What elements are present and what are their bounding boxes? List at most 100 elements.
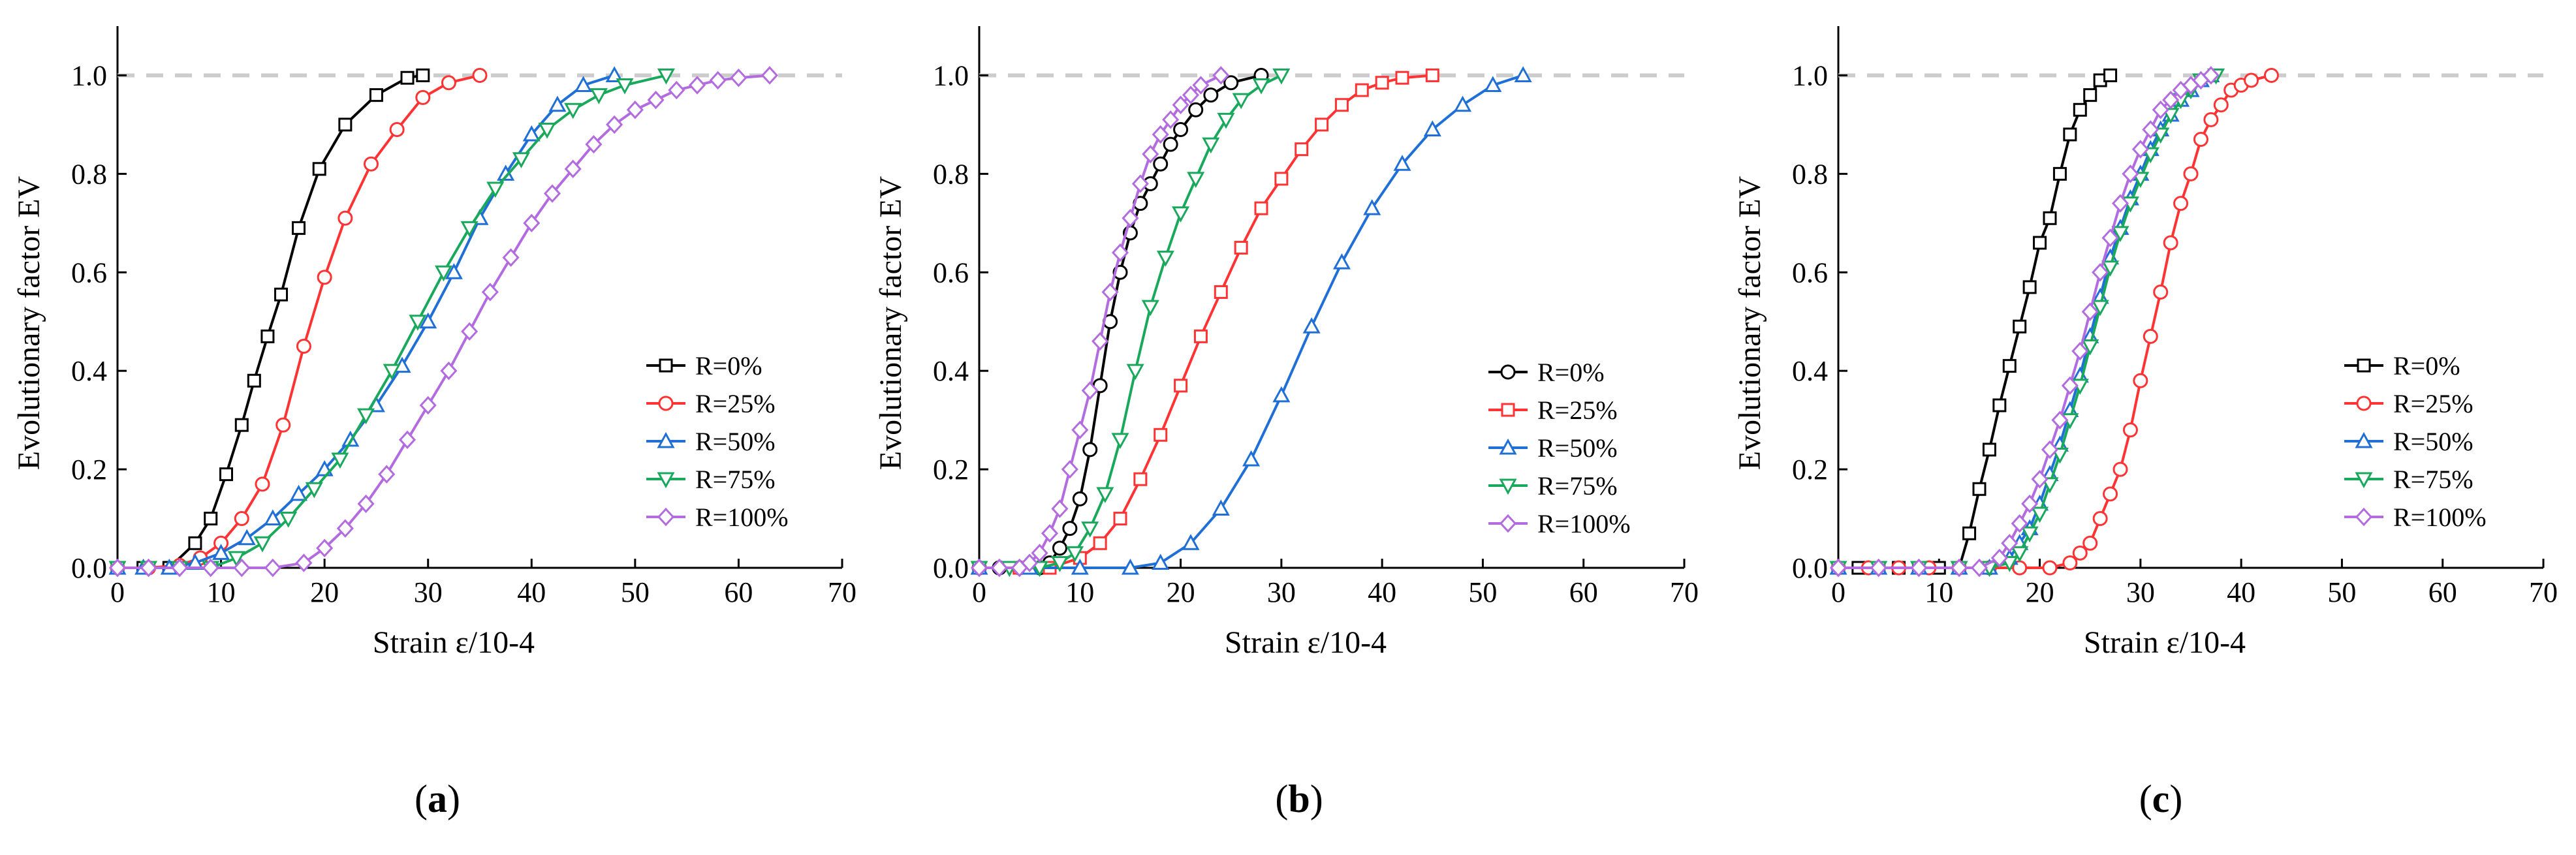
- data-point: [2011, 514, 2028, 533]
- legend-marker: [2357, 358, 2371, 373]
- data-point: [1870, 558, 1887, 578]
- data-point: [1393, 155, 1411, 171]
- data-point: [1302, 317, 1321, 334]
- data-point: [2131, 140, 2149, 159]
- data-point: [434, 265, 453, 282]
- data-point: [616, 78, 634, 95]
- data-point: [253, 536, 272, 553]
- data-point: [1232, 93, 1250, 110]
- x-tick-label: 20: [310, 576, 339, 608]
- legend-marker: [2356, 396, 2372, 411]
- data-point: [440, 361, 458, 381]
- data-point: [1152, 125, 1169, 144]
- data-point: [1141, 300, 1159, 317]
- data-point: [1295, 142, 1309, 157]
- data-point: [202, 558, 219, 578]
- x-tick-label: 10: [1065, 576, 1094, 608]
- data-point: [204, 512, 218, 526]
- data-point: [730, 69, 747, 87]
- panel-label-c: (c): [2139, 777, 2183, 820]
- data-point: [1234, 241, 1248, 255]
- x-axis-title: Strain ε/10-4: [373, 625, 535, 660]
- data-point: [1041, 523, 1059, 543]
- data-point: [1272, 68, 1291, 85]
- data-point: [2143, 328, 2158, 344]
- data-point: [2111, 194, 2129, 213]
- data-point: [1122, 209, 1139, 228]
- data-point: [2173, 196, 2189, 211]
- data-point: [2050, 447, 2069, 464]
- data-point: [2152, 101, 2169, 119]
- series-4: [970, 66, 1230, 578]
- data-point: [512, 152, 530, 168]
- data-point: [2103, 68, 2118, 82]
- data-point: [1072, 491, 1088, 506]
- data-point: [2213, 97, 2229, 113]
- y-tick-label: 0.6: [71, 256, 107, 288]
- data-point: [1152, 553, 1170, 570]
- data-point: [341, 430, 360, 447]
- data-point: [1188, 102, 1204, 117]
- data-point: [709, 70, 727, 90]
- data-point: [2083, 88, 2097, 102]
- x-tick-label: 50: [1468, 576, 1497, 608]
- legend-label: R=50%: [695, 427, 776, 456]
- data-point: [1829, 558, 1847, 578]
- data-point: [2062, 555, 2078, 570]
- data-point: [1051, 499, 1069, 518]
- data-point: [1021, 553, 1039, 572]
- data-point: [605, 66, 623, 82]
- data-point: [2081, 302, 2099, 321]
- chart-panel-a: 0 10 20 30 40 50 60 70 0.0 0.2 0.4 0.6 0.8 1.0 Strain …: [12, 26, 856, 660]
- legend-marker: [1499, 438, 1517, 455]
- data-point: [264, 558, 281, 578]
- series-0: [1831, 68, 2118, 575]
- y-tick-label: 0.0: [71, 552, 107, 584]
- data-point: [1131, 174, 1149, 193]
- data-point: [234, 511, 249, 527]
- data-point: [357, 494, 375, 514]
- data-point: [1163, 136, 1178, 152]
- data-point: [2061, 376, 2079, 396]
- data-point: [1092, 332, 1109, 351]
- data-point: [1081, 381, 1099, 400]
- data-point: [523, 213, 541, 233]
- data-point: [626, 101, 644, 119]
- data-point: [1142, 144, 1159, 164]
- data-point: [264, 509, 282, 526]
- data-point: [1982, 443, 1996, 457]
- data-point: [1514, 66, 1532, 82]
- data-point: [2071, 341, 2089, 361]
- data-point: [2141, 147, 2160, 164]
- data-point: [970, 558, 988, 578]
- x-tick-label: 60: [2428, 576, 2457, 608]
- data-point: [238, 529, 256, 546]
- x-tick-label: 40: [1368, 576, 1396, 608]
- legend-marker: [657, 507, 675, 527]
- data-point: [419, 312, 437, 329]
- y-tick-label: 0.8: [933, 158, 969, 190]
- data-point: [2092, 263, 2109, 282]
- data-point: [1133, 472, 1148, 486]
- data-point: [2051, 411, 2069, 429]
- data-point: [2082, 535, 2098, 551]
- x-tick-label: 40: [517, 576, 546, 608]
- data-point: [1970, 558, 1988, 578]
- data-point: [460, 221, 479, 238]
- data-point: [1082, 442, 1098, 458]
- data-point: [657, 68, 675, 85]
- series-line: [118, 74, 667, 569]
- data-point: [1071, 420, 1089, 439]
- x-tick-label: 50: [2327, 576, 2356, 608]
- y-tick-label: 0.8: [71, 158, 107, 190]
- x-tick-label: 70: [2529, 576, 2558, 608]
- data-point: [312, 162, 326, 176]
- legend-label: R=75%: [1537, 471, 1618, 501]
- data-point: [2092, 511, 2108, 527]
- data-point: [171, 558, 189, 578]
- data-point: [2000, 555, 2018, 572]
- series-line: [1838, 74, 2217, 569]
- legend-label: R=100%: [1537, 509, 1631, 538]
- data-point: [212, 544, 230, 560]
- legend-label: R=100%: [2393, 503, 2487, 532]
